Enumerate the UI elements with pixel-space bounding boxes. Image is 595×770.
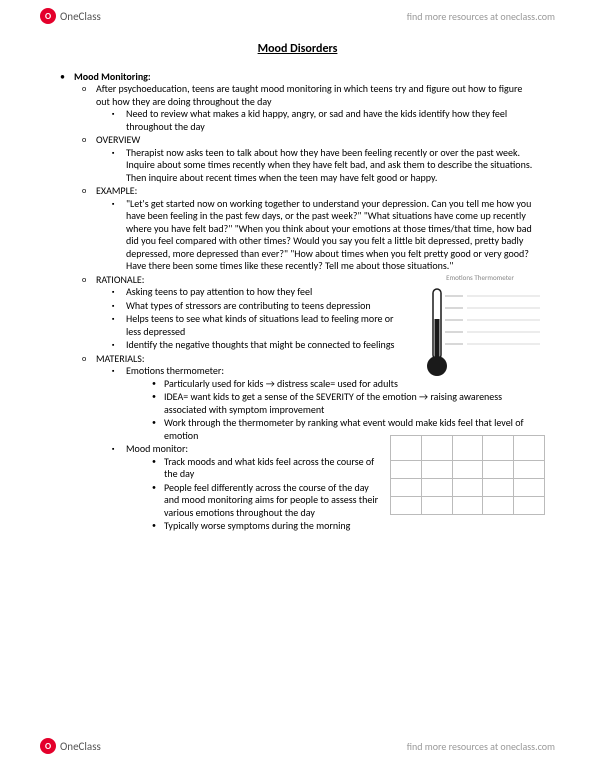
overview-label: OVERVIEW: [96, 133, 140, 146]
mood-bullet: Typically worse symptoms during the morn…: [126, 520, 535, 533]
mood-item-label: Mood monitor:: [126, 442, 188, 455]
rationale-bullet: Asking teens to pay attention to how the…: [96, 286, 396, 299]
page-header: O OneClass find more resources at onecla…: [0, 0, 595, 32]
logo-icon: O: [40, 738, 56, 754]
document-body: Mood Disorders Mood Monitoring: After ps…: [0, 32, 595, 545]
mood-item: Mood monitor: Track moods a: [96, 443, 535, 533]
rationale-label: RATIONALE:: [96, 273, 144, 286]
thermo-item-label: Emotions thermometer:: [126, 364, 224, 377]
materials-label: MATERIALS:: [96, 352, 145, 365]
header-tagline: find more resources at oneclass.com: [407, 10, 555, 23]
thermo-bullet: Particularly used for kids → distress sc…: [126, 378, 535, 391]
rationale-item: RATIONALE: Emotions Thermometer: [74, 274, 535, 352]
example-label: EXAMPLE:: [96, 184, 137, 197]
intro-sub-item: Need to review what makes a kid happy, a…: [96, 108, 535, 133]
thermo-bullet: IDEA= want kids to get a sense of the SE…: [126, 391, 535, 416]
overview-item: OVERVIEW Therapist now asks teen to talk…: [74, 134, 535, 184]
intro-item: After psychoeducation, teens are taught …: [74, 83, 535, 133]
mood-monitor-table: [390, 435, 545, 515]
section-heading-item: Mood Monitoring: After psychoeducation, …: [60, 70, 535, 533]
logo-text: OneClass: [60, 10, 101, 23]
footer-tagline: find more resources at oneclass.com: [407, 740, 555, 753]
mood-monitor-figure: [390, 435, 545, 530]
thermometer-caption: Emotions Thermometer: [415, 274, 545, 283]
brand-logo-footer: O OneClass: [40, 738, 101, 754]
mood-bullet: Track moods and what kids feel across th…: [126, 456, 386, 481]
thermo-item: Emotions thermometer: Particularly used …: [96, 365, 535, 442]
mood-bullet: People feel differently across the cours…: [126, 482, 386, 520]
overview-text: Therapist now asks teen to talk about ho…: [96, 147, 535, 185]
rationale-bullet: What types of stressors are contributing…: [96, 300, 396, 313]
example-item: EXAMPLE: "Let's get started now on worki…: [74, 185, 535, 273]
rationale-bullet: Helps teens to see what kinds of situati…: [96, 313, 396, 338]
example-text: "Let's get started now on working togeth…: [96, 198, 535, 273]
rationale-bullet: Identify the negative thoughts that migh…: [96, 339, 396, 352]
page-footer: O OneClass find more resources at onecla…: [0, 730, 595, 762]
logo-icon: O: [40, 8, 56, 24]
page-title: Mood Disorders: [60, 42, 535, 56]
materials-item: MATERIALS: Emotions thermometer: Particu…: [74, 353, 535, 533]
logo-text-footer: OneClass: [60, 740, 101, 753]
intro-text: After psychoeducation, teens are taught …: [96, 82, 522, 108]
brand-logo: O OneClass: [40, 8, 101, 24]
